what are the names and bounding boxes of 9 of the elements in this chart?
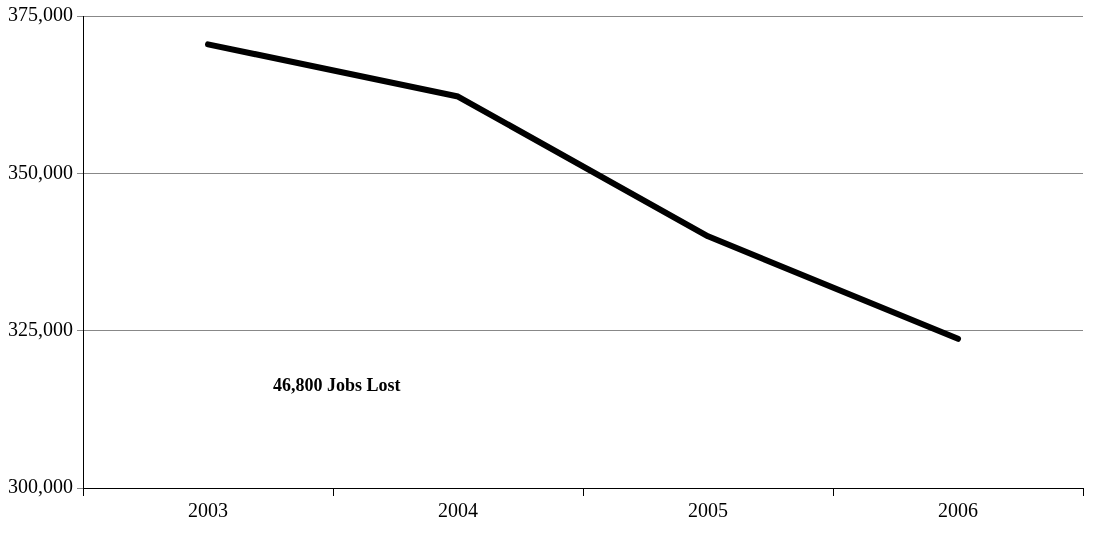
y-tick-label: 325,000 bbox=[8, 317, 73, 340]
x-tick-label: 2003 bbox=[188, 499, 228, 522]
x-tick-label: 2004 bbox=[438, 499, 478, 522]
y-tick-label: 300,000 bbox=[8, 475, 73, 498]
x-tick-label: 2006 bbox=[938, 499, 978, 522]
annotation: 46,800 Jobs Lost bbox=[273, 375, 401, 396]
x-tick-label: 2005 bbox=[688, 499, 728, 522]
y-tick-label: 350,000 bbox=[8, 160, 73, 183]
y-tick-label: 375,000 bbox=[8, 3, 73, 26]
